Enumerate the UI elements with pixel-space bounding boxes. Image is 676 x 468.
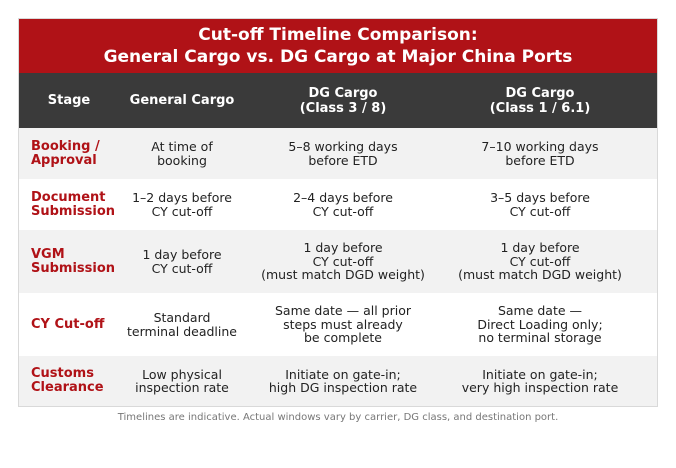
row-stage-text: Submission [31,260,116,276]
row-stage-text: Document [31,190,106,205]
cell-text: Same date — [497,303,583,319]
row-stage-text: Clearance [31,380,104,395]
row-general-cell: 1 day before CY cut-off [119,248,245,275]
cell-text: CY cut-off [151,203,213,219]
row-stage-cell: Booking / Approval [19,140,119,168]
row-stage-text: CY Cut-off [31,317,105,332]
row-dg1-cell: 5–8 working days before ETD [245,140,441,167]
cell-text: terminal deadline [127,323,237,339]
table-row: VGM Submission 1 day before CY cut-off 1… [19,230,657,293]
cell-text: CY cut-off [509,253,571,269]
cell-text: inspection rate [135,380,229,395]
table-row: Document Submission 1–2 days before CY c… [19,179,657,230]
table-title: Cut-off Timeline Comparison: General Car… [19,19,657,73]
row-dg2-cell: Initiate on gate-in; very high inspectio… [441,366,639,395]
cell-text: booking [157,152,207,168]
table-row: CY Cut-off Standard terminal deadline Sa… [19,293,657,356]
row-dg1-cell: Initiate on gate-in; high DG inspection … [245,366,441,395]
row-stage-text: Booking / [31,139,100,154]
cell-text: CY cut-off [312,203,374,219]
row-stage-cell: Customs Clearance [19,367,119,395]
cell-text: 5–8 working days [288,139,398,154]
row-general-cell: Low physical inspection rate [119,366,245,395]
cell-text: (must match DGD weight) [261,267,425,283]
cell-text: before ETD [505,152,575,168]
table-header-row: Stage General Cargo DG Cargo (Class 3 / … [19,73,657,128]
row-general-cell: At time of booking [119,140,245,167]
header-general-cargo-label: General Cargo [129,93,235,108]
row-dg2-cell: 7–10 working days before ETD [441,140,639,167]
row-general-cell: Standard terminal deadline [119,311,245,338]
footnote: Timelines are indicative. Actual windows… [117,412,559,423]
header-dg-class-1-6-1-line-2: (Class 1 / 6.1) [489,100,591,116]
cell-text: Direct Loading only; [477,316,603,332]
header-stage: Stage [19,93,119,108]
table-row: Booking / Approval At time of booking 5–… [19,128,657,179]
cell-text: steps must already [283,316,403,332]
cell-text: Low physical [142,366,222,382]
cell-text: Standard [153,310,211,325]
header-dg-class-3-8-line-2: (Class 3 / 8) [299,100,387,116]
cell-text: CY cut-off [312,253,374,269]
cell-text: CY cut-off [509,203,571,219]
row-dg2-cell: 1 day before CY cut-off (must match DGD … [441,241,639,282]
row-dg2-cell: 3–5 days before CY cut-off [441,191,639,218]
row-stage-text: Submission [31,203,116,219]
row-stage-cell: CY Cut-off [19,318,119,332]
header-general-cargo: General Cargo [119,93,245,108]
row-dg2-cell: Same date — Direct Loading only; no term… [441,304,639,345]
header-dg-class-3-8: DG Cargo (Class 3 / 8) [245,86,441,116]
cell-text: Initiate on gate-in; [482,366,598,382]
header-stage-label: Stage [47,93,91,108]
header-dg-class-1-6-1-line-1: DG Cargo [505,85,575,101]
comparison-table-card: Cut-off Timeline Comparison: General Car… [18,18,658,407]
cell-text: 1–2 days before [132,190,232,205]
cell-text: 1 day before [142,247,222,262]
row-dg1-cell: 2–4 days before CY cut-off [245,191,441,218]
row-stage-text: VGM [31,247,65,262]
header-dg-class-1-6-1: DG Cargo (Class 1 / 6.1) [441,86,639,116]
cell-text: At time of [151,139,213,154]
cell-text: Same date — all prior [275,303,411,319]
cell-text: 2–4 days before [293,190,393,205]
row-stage-text: Customs [31,367,94,381]
row-stage-cell: Document Submission [19,191,119,219]
cell-text: no terminal storage [478,330,602,346]
cell-text: CY cut-off [151,260,213,276]
table-title-line-1: Cut-off Timeline Comparison: [198,25,478,45]
table-title-line-2: General Cargo vs. DG Cargo at Major Chin… [103,47,573,67]
cell-text: very high inspection rate [461,380,619,395]
header-dg-class-3-8-line-1: DG Cargo [308,85,378,101]
cell-text: be complete [304,330,382,346]
cell-text: 1 day before [303,240,383,256]
cell-text: Initiate on gate-in; [285,366,401,382]
cell-text: (must match DGD weight) [458,267,622,283]
row-general-cell: 1–2 days before CY cut-off [119,191,245,218]
row-dg1-cell: Same date — all prior steps must already… [245,304,441,345]
cell-text: high DG inspection rate [268,380,418,395]
row-stage-text: Approval [31,152,97,168]
cell-text: before ETD [308,152,378,168]
cell-text: 3–5 days before [490,190,590,205]
cell-text: 7–10 working days [481,139,599,154]
table-row: Customs Clearance Low physical inspectio… [19,356,657,406]
row-stage-cell: VGM Submission [19,248,119,276]
row-dg1-cell: 1 day before CY cut-off (must match DGD … [245,241,441,282]
cell-text: 1 day before [500,240,580,256]
